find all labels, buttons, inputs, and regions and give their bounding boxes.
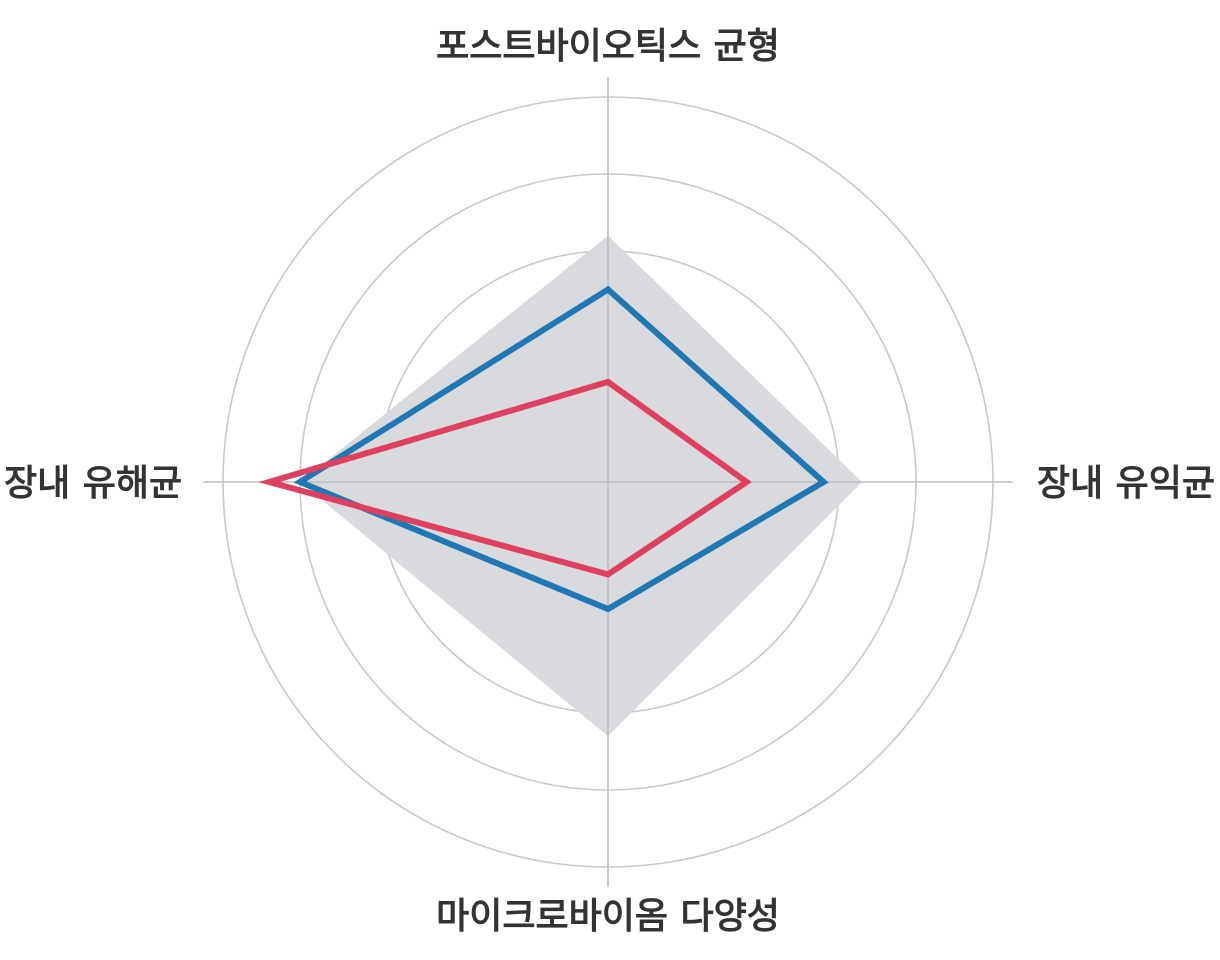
series-layer (258, 285, 829, 613)
axis-labels: 포스트바이오틱스 균형 장내 유익균 마이크로바이옴 다양성 장내 유해균 (4, 26, 1215, 937)
reference-area (300, 235, 863, 737)
series-1-polygon (293, 285, 829, 613)
axis-label-top: 포스트바이오틱스 균형 (436, 26, 780, 67)
axis-label-bottom: 마이크로바이옴 다양성 (436, 896, 780, 937)
axis-label-right: 장내 유익균 (1037, 463, 1215, 504)
axis-label-left: 장내 유해균 (4, 463, 182, 504)
reference-area-layer (300, 235, 863, 737)
series-2-polygon (258, 378, 752, 578)
axis-lines (203, 77, 1013, 887)
